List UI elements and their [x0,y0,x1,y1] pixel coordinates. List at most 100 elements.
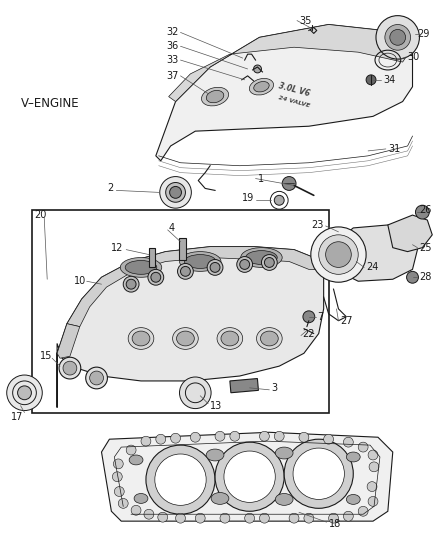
Bar [32,210,328,413]
Text: 19: 19 [242,193,254,203]
Text: 36: 36 [166,41,179,51]
Ellipse shape [221,331,239,346]
Circle shape [156,434,166,444]
Circle shape [180,377,211,409]
Ellipse shape [275,447,293,459]
Circle shape [224,451,275,503]
Text: 20: 20 [34,210,47,220]
Text: 24: 24 [366,262,378,272]
Text: 33: 33 [166,55,179,65]
Ellipse shape [206,91,224,103]
Ellipse shape [90,371,103,385]
Text: 25: 25 [420,243,432,253]
Circle shape [146,445,215,514]
Circle shape [160,176,191,208]
Circle shape [114,487,124,496]
Text: 28: 28 [420,272,432,282]
Circle shape [274,431,284,441]
Text: 37: 37 [166,71,179,81]
Circle shape [215,442,284,511]
Circle shape [158,512,168,522]
Text: 7: 7 [317,312,323,322]
Text: 23: 23 [311,220,324,230]
Ellipse shape [254,82,269,92]
Polygon shape [57,324,80,358]
Ellipse shape [346,452,360,462]
Text: 32: 32 [166,27,179,37]
Ellipse shape [217,328,243,349]
Circle shape [170,187,181,198]
Text: 29: 29 [417,29,430,39]
Ellipse shape [241,248,282,268]
Circle shape [166,182,185,202]
Text: 22: 22 [302,328,314,338]
Text: 34: 34 [383,75,395,85]
Ellipse shape [59,357,81,379]
Polygon shape [57,247,324,408]
Ellipse shape [201,87,229,106]
Polygon shape [333,225,417,281]
Text: 24 VALVE: 24 VALVE [278,95,311,108]
Ellipse shape [125,261,157,274]
Circle shape [155,454,206,505]
Ellipse shape [63,361,77,375]
Circle shape [259,431,269,441]
Circle shape [406,271,418,283]
Circle shape [237,256,253,272]
Circle shape [180,266,191,276]
Ellipse shape [180,252,221,271]
Circle shape [207,260,223,276]
Circle shape [254,65,261,73]
Ellipse shape [261,331,278,346]
Text: 26: 26 [420,205,432,215]
Ellipse shape [184,255,216,269]
Ellipse shape [173,328,198,349]
Circle shape [176,513,185,523]
Circle shape [390,29,406,45]
Circle shape [245,513,254,523]
Text: 27: 27 [340,316,353,326]
Text: 2: 2 [107,183,113,193]
Text: 18: 18 [328,519,341,529]
Polygon shape [156,25,413,161]
Ellipse shape [177,331,194,346]
Circle shape [141,436,151,446]
Text: 17: 17 [11,413,23,423]
Text: 3.0L V6: 3.0L V6 [277,81,311,98]
Ellipse shape [275,494,293,505]
Text: 31: 31 [388,144,400,154]
Circle shape [299,432,309,442]
Circle shape [304,513,314,523]
Circle shape [265,257,274,268]
Polygon shape [169,25,413,102]
Circle shape [123,276,139,292]
Circle shape [319,235,358,274]
Circle shape [358,506,368,516]
Text: 12: 12 [111,243,123,253]
Ellipse shape [249,78,274,95]
Circle shape [343,437,353,447]
Circle shape [324,434,333,444]
Ellipse shape [346,495,360,504]
Bar [230,378,258,393]
Circle shape [367,482,377,491]
Text: 3: 3 [271,383,277,393]
Ellipse shape [246,251,277,264]
Polygon shape [102,432,393,521]
Circle shape [311,227,366,282]
Circle shape [368,450,378,460]
Circle shape [385,25,410,50]
Bar [149,248,155,268]
Circle shape [210,262,220,272]
Ellipse shape [129,455,143,465]
Circle shape [259,513,269,523]
Circle shape [274,195,284,205]
Circle shape [366,75,376,85]
Circle shape [195,513,205,523]
Ellipse shape [206,449,224,461]
Circle shape [343,511,353,521]
Ellipse shape [211,492,229,504]
Ellipse shape [128,328,154,349]
Circle shape [289,513,299,523]
Circle shape [144,510,154,519]
